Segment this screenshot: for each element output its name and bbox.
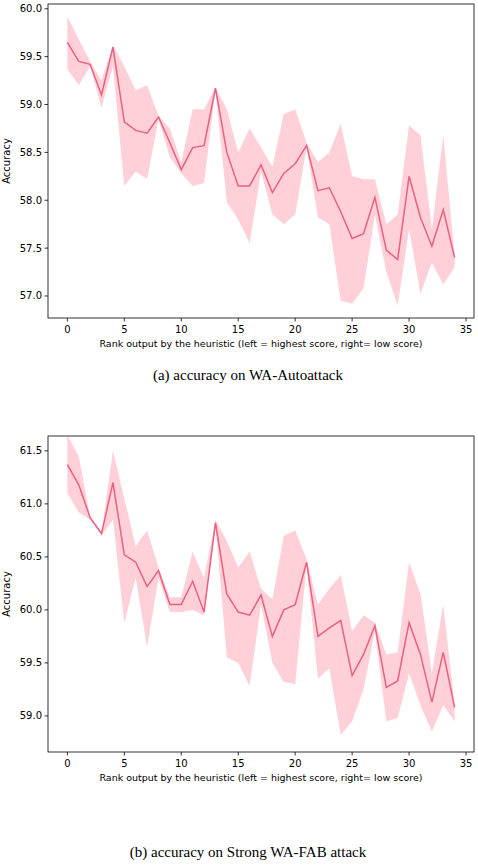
x-axis-label: Rank output by the heuristic (left = hig… bbox=[99, 338, 422, 349]
y-tick bbox=[45, 450, 49, 451]
y-tick-label: 61.0 bbox=[20, 498, 42, 509]
x-tick-label: 10 bbox=[175, 758, 188, 769]
x-tick-label: 25 bbox=[346, 758, 359, 769]
x-tick bbox=[67, 752, 68, 756]
x-tick bbox=[466, 318, 467, 322]
y-tick bbox=[45, 248, 49, 249]
x-tick bbox=[352, 318, 353, 322]
x-tick-label: 35 bbox=[460, 758, 473, 769]
error-band bbox=[67, 436, 454, 735]
x-tick bbox=[238, 752, 239, 756]
y-axis-label: Accuracy bbox=[1, 571, 12, 617]
y-tick bbox=[45, 715, 49, 716]
x-tick bbox=[124, 318, 125, 322]
x-tick bbox=[181, 752, 182, 756]
x-tick-label: 30 bbox=[403, 758, 416, 769]
x-tick-label: 5 bbox=[121, 758, 127, 769]
y-tick bbox=[45, 56, 49, 57]
plot-area bbox=[67, 16, 454, 305]
error-band bbox=[67, 16, 454, 305]
line bbox=[67, 465, 454, 708]
x-tick bbox=[409, 752, 410, 756]
y-tick bbox=[45, 556, 49, 557]
y-tick bbox=[45, 662, 49, 663]
figure: 0 5 10 15 20 25 30 35 57.0 57.5 58.0 58.5 59.0 59.5 60… bbox=[0, 0, 478, 868]
y-tick-label: 58.0 bbox=[20, 195, 42, 206]
x-tick bbox=[67, 318, 68, 322]
x-tick-label: 10 bbox=[175, 324, 188, 335]
y-tick-label: 58.5 bbox=[20, 147, 42, 158]
plot-area bbox=[67, 436, 454, 735]
y-tick bbox=[45, 104, 49, 105]
y-tick-label: 60.0 bbox=[20, 3, 42, 14]
x-tick bbox=[238, 318, 239, 322]
x-tick bbox=[466, 752, 467, 756]
x-tick-label: 0 bbox=[64, 758, 70, 769]
x-tick-label: 30 bbox=[403, 324, 416, 335]
y-tick-label: 59.0 bbox=[20, 99, 42, 110]
x-tick-label: 5 bbox=[121, 324, 127, 335]
x-axis-label: Rank output by the heuristic (left = hig… bbox=[99, 772, 422, 783]
y-tick-label: 57.5 bbox=[20, 243, 42, 254]
y-tick bbox=[45, 609, 49, 610]
x-tick-label: 20 bbox=[289, 324, 302, 335]
x-tick bbox=[295, 318, 296, 322]
y-tick bbox=[45, 295, 49, 296]
y-tick-label: 60.0 bbox=[20, 604, 42, 615]
x-tick-label: 15 bbox=[232, 324, 245, 335]
line bbox=[67, 42, 454, 259]
y-axis-label: Accuracy bbox=[1, 138, 12, 184]
x-tick-label: 20 bbox=[289, 758, 302, 769]
x-tick-label: 35 bbox=[460, 324, 473, 335]
y-tick bbox=[45, 152, 49, 153]
y-tick-label: 61.5 bbox=[20, 445, 42, 456]
x-tick-label: 25 bbox=[346, 324, 359, 335]
chart: 0 5 10 15 20 25 30 35 57.0 57.5 58.0 58.5 59.0 59.5 60… bbox=[1, 3, 474, 384]
x-tick bbox=[181, 318, 182, 322]
x-tick bbox=[409, 318, 410, 322]
x-tick bbox=[295, 752, 296, 756]
y-tick-label: 60.5 bbox=[20, 551, 42, 562]
y-tick bbox=[45, 200, 49, 201]
y-tick-label: 59.5 bbox=[20, 657, 42, 668]
x-tick-label: 0 bbox=[64, 324, 70, 335]
y-tick-label: 57.0 bbox=[20, 290, 42, 301]
chart: 0 5 10 15 20 25 30 35 59.0 59.5 60.0 60.5 61.0 61.5 Ra… bbox=[1, 435, 474, 861]
frame bbox=[48, 436, 474, 752]
y-tick-label: 59.5 bbox=[20, 51, 42, 62]
caption: (b) accuracy on Strong WA-FAB attack bbox=[130, 844, 367, 861]
y-tick bbox=[45, 8, 49, 9]
y-tick-label: 59.0 bbox=[20, 710, 42, 721]
y-tick bbox=[45, 503, 49, 504]
frame bbox=[48, 4, 474, 318]
caption: (a) accuracy on WA-Autoattack bbox=[153, 367, 344, 384]
x-tick bbox=[352, 752, 353, 756]
x-tick-label: 15 bbox=[232, 758, 245, 769]
x-tick bbox=[124, 752, 125, 756]
